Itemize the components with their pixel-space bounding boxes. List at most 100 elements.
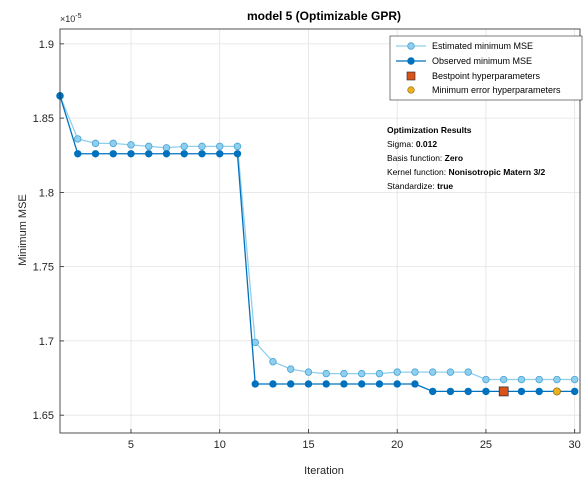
data-point-observed-mse	[517, 387, 526, 396]
data-point-estimated-mse	[216, 142, 224, 151]
data-point-estimated-mse	[570, 375, 579, 384]
data-point-estimated-mse	[482, 375, 490, 384]
data-point-estimated-mse	[109, 139, 117, 148]
data-point-observed-mse	[570, 387, 579, 396]
data-point-estimated-mse	[411, 368, 419, 376]
results-basis-value: Zero	[445, 153, 463, 163]
data-point-observed-mse	[464, 387, 472, 396]
data-point-observed-mse	[535, 387, 543, 396]
data-point-observed-mse	[340, 380, 348, 388]
legend-box	[389, 35, 583, 101]
data-point-observed-mse	[127, 150, 135, 158]
y-exponent-base: ×10	[60, 14, 75, 24]
x-tick-label: 10	[214, 439, 226, 451]
results-kernel: Kernel function: Nonisotropic Matern 3/2	[387, 167, 546, 177]
minimum-error-marker	[552, 387, 561, 396]
ticks: 5 10 15 20 25 30 1.65 1.7 1.75 1.8 1.85 1.9	[33, 39, 581, 451]
legend-entry-bestpoint: Bestpoint hyperparameters	[406, 71, 541, 81]
legend-label-bestpoint: Bestpoint hyperparameters	[432, 71, 541, 81]
data-point-estimated-mse	[375, 369, 384, 378]
bestpoint-marker	[498, 386, 509, 397]
data-point-estimated-mse	[251, 338, 259, 347]
chart-title: model 5 (Optimizable GPR)	[247, 9, 401, 23]
data-point-observed-mse	[216, 150, 224, 158]
x-tick-label: 30	[569, 439, 581, 451]
results-basis: Basis function: Zero	[387, 153, 463, 163]
y-tick-label: 1.75	[33, 262, 54, 274]
legend: Estimated minimum MSE Observed minimum M…	[389, 35, 583, 101]
results-standardize-label: Standardize:	[387, 181, 437, 191]
data-point-estimated-mse	[287, 365, 295, 373]
series-layer	[56, 92, 579, 396]
data-point-observed-mse	[428, 387, 437, 396]
data-point-observed-mse	[304, 380, 313, 388]
data-point-observed-mse	[180, 150, 188, 158]
data-point-observed-mse	[233, 150, 242, 158]
legend-marker-minimum-error	[407, 86, 415, 94]
y-tick-label: 1.9	[39, 39, 54, 51]
legend-label-observed: Observed minimum MSE	[432, 56, 532, 66]
data-point-observed-mse	[251, 380, 259, 388]
legend-entry-minimum-error: Minimum error hyperparameters	[407, 85, 561, 95]
data-point-observed-mse	[446, 387, 455, 396]
data-point-estimated-mse	[553, 375, 561, 384]
data-point-observed-mse	[269, 380, 277, 388]
legend-entry-estimated: Estimated minimum MSE	[396, 41, 533, 51]
x-axis-label: Iteration	[304, 465, 344, 477]
special-markers	[498, 386, 561, 397]
legend-entry-observed: Observed minimum MSE	[396, 56, 532, 66]
data-point-observed-mse	[91, 150, 100, 158]
results-sigma-value: 0.012	[416, 139, 438, 149]
y-exponent: ×10-5	[60, 13, 82, 24]
data-point-estimated-mse	[91, 139, 100, 148]
data-point-estimated-mse	[535, 375, 543, 384]
results-standardize: Standardize: true	[387, 181, 453, 191]
x-tick-label: 25	[480, 439, 492, 451]
y-tick-label: 1.65	[33, 410, 54, 422]
results-sigma: Sigma: 0.012	[387, 139, 437, 149]
data-point-estimated-mse	[499, 375, 508, 384]
y-tick-label: 1.85	[33, 113, 54, 125]
legend-label-estimated: Estimated minimum MSE	[432, 41, 533, 51]
data-point-observed-mse	[198, 150, 206, 158]
data-point-estimated-mse	[464, 368, 472, 376]
legend-label-minimum-error: Minimum error hyperparameters	[432, 85, 561, 95]
legend-marker-bestpoint	[406, 71, 416, 81]
data-point-observed-mse	[482, 387, 490, 396]
x-tick-label: 20	[391, 439, 403, 451]
data-point-estimated-mse	[180, 142, 188, 151]
y-tick-label: 1.8	[39, 187, 54, 199]
data-point-observed-mse	[162, 150, 171, 158]
data-point-estimated-mse	[446, 368, 455, 376]
data-point-estimated-mse	[127, 141, 135, 149]
data-point-observed-mse	[375, 380, 384, 388]
x-tick-label: 15	[302, 439, 314, 451]
data-point-observed-mse	[287, 380, 295, 388]
plot-frame	[59, 28, 581, 434]
data-point-observed-mse	[74, 150, 82, 158]
data-point-observed-mse	[322, 380, 330, 388]
data-point-observed-mse	[393, 380, 401, 388]
legend-marker-estimated	[407, 42, 415, 50]
y-tick-label: 1.7	[39, 336, 54, 348]
data-point-estimated-mse	[340, 369, 348, 378]
results-heading: Optimization Results	[387, 125, 472, 135]
data-point-estimated-mse	[198, 142, 206, 151]
data-point-estimated-mse	[393, 368, 401, 376]
data-point-estimated-mse	[233, 142, 242, 151]
y-axis-label: Minimum MSE	[17, 194, 29, 266]
results-kernel-value: Nonisotropic Matern 3/2	[448, 167, 545, 177]
data-point-estimated-mse	[304, 368, 313, 376]
optimization-results: Optimization Results Sigma: 0.012 Basis …	[387, 125, 546, 191]
results-sigma-label: Sigma:	[387, 139, 416, 149]
data-point-observed-mse	[145, 150, 153, 158]
data-point-estimated-mse	[322, 369, 330, 378]
results-standardize-value: true	[437, 181, 453, 191]
data-point-estimated-mse	[428, 368, 437, 376]
y-exponent-power: -5	[75, 13, 81, 20]
data-point-estimated-mse	[269, 358, 277, 366]
x-tick-label: 5	[128, 439, 134, 451]
results-kernel-label: Kernel function:	[387, 167, 448, 177]
data-point-observed-mse	[109, 150, 117, 158]
